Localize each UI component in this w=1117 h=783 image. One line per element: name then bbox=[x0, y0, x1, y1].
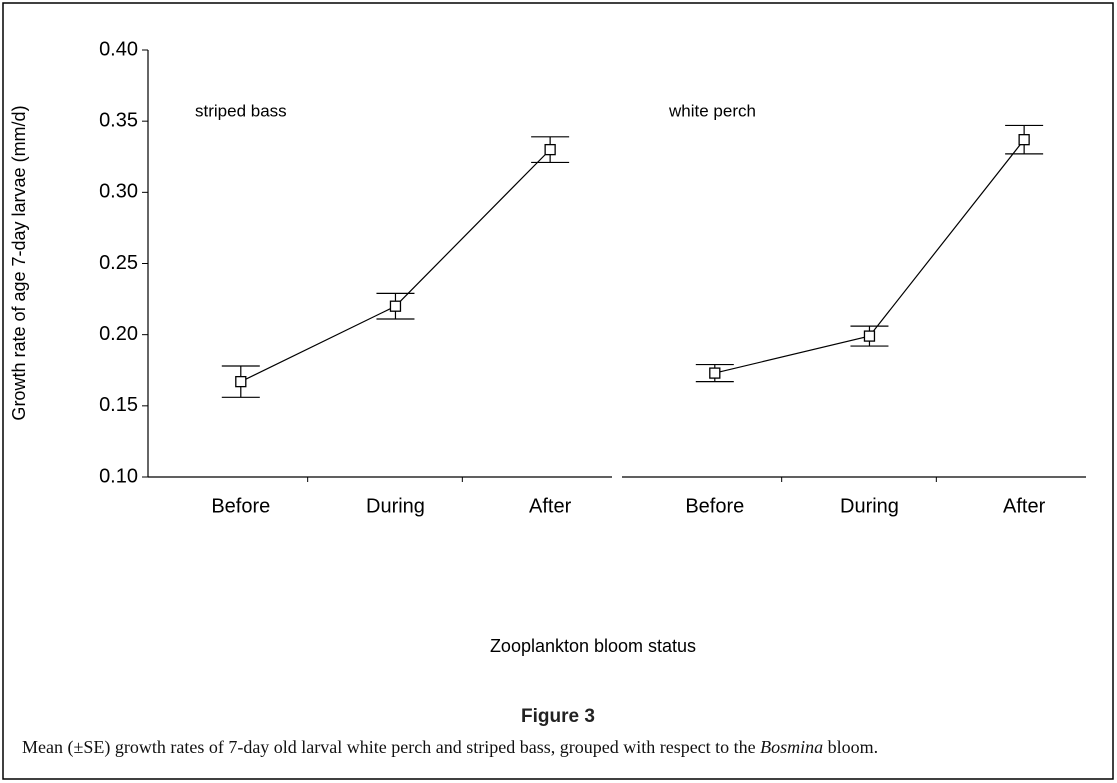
x-tick-label: Before bbox=[685, 495, 744, 517]
y-tick-label: 0.25 bbox=[99, 252, 138, 274]
y-tick-label: 0.35 bbox=[99, 109, 138, 131]
caption-italic: Bosmina bbox=[760, 737, 824, 757]
x-tick-label: After bbox=[529, 495, 572, 517]
caption: Mean (±SE) growth rates of 7-day old lar… bbox=[22, 736, 1100, 758]
y-tick-label: 0.30 bbox=[99, 181, 138, 203]
caption-text: bloom. bbox=[827, 737, 879, 757]
y-tick-label: 0.15 bbox=[99, 394, 138, 416]
marker bbox=[544, 143, 556, 156]
marker bbox=[389, 300, 402, 312]
x-tick-label: During bbox=[366, 495, 425, 517]
x-tick-label: Before bbox=[211, 495, 270, 517]
figure-label: Figure 3 bbox=[521, 706, 595, 727]
x-tick-label: During bbox=[840, 495, 899, 517]
panel-label: striped bass bbox=[195, 101, 287, 120]
panel-label: white perch bbox=[668, 101, 756, 120]
x-axis-label: Zooplankton bloom status bbox=[490, 636, 696, 656]
marker bbox=[235, 375, 247, 388]
y-tick-label: 0.10 bbox=[99, 465, 138, 487]
y-axis-label: Growth rate of age 7-day larvae (mm/d) bbox=[9, 105, 29, 420]
caption-text: Mean (±SE) growth rates of 7-day old lar… bbox=[22, 737, 756, 757]
marker bbox=[709, 367, 721, 379]
y-tick-label: 0.20 bbox=[99, 323, 138, 345]
series-line bbox=[240, 149, 551, 383]
x-tick-label: After bbox=[1003, 495, 1046, 517]
marker bbox=[863, 330, 876, 342]
marker bbox=[1018, 134, 1030, 146]
y-tick-label: 0.40 bbox=[99, 38, 138, 60]
